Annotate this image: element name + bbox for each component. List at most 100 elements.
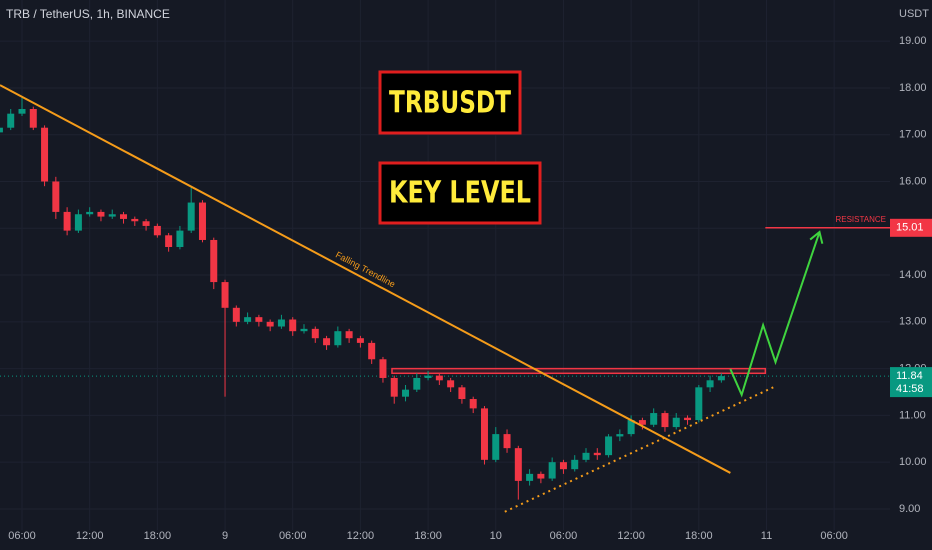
x-tick-label: 12:00: [347, 530, 375, 542]
projection-path: [729, 231, 821, 398]
resistance-label: RESISTANCE: [835, 215, 886, 224]
candle-body: [413, 377, 421, 390]
y-tick-label: 11.00: [899, 409, 926, 421]
candle-body: [345, 331, 353, 339]
candle-body: [661, 413, 669, 428]
candle-body: [593, 452, 601, 456]
candle-body: [605, 436, 613, 456]
candle-body: [458, 387, 466, 400]
candle-body: [300, 328, 308, 332]
candle-body: [548, 462, 556, 479]
candle-body: [232, 307, 240, 322]
countdown-label: 41:58: [896, 383, 924, 395]
candle-body: [221, 282, 229, 308]
candle-body: [717, 376, 725, 381]
candle-body: [187, 202, 195, 231]
candle-body: [334, 331, 342, 346]
y-tick-label: 14.00: [899, 269, 927, 281]
candle-body: [210, 239, 218, 283]
arrow-head: [809, 230, 824, 244]
candle-body: [0, 127, 3, 133]
candle-body: [311, 328, 319, 339]
candle-body: [492, 434, 500, 460]
candle-body: [559, 462, 567, 470]
x-tick-label: 06:00: [279, 530, 307, 542]
key-zone: [391, 367, 767, 375]
candle-body: [447, 380, 455, 388]
candle-body: [86, 211, 94, 215]
candle-body: [266, 321, 274, 327]
candle-body: [695, 387, 703, 421]
x-tick-label: 12:00: [76, 530, 104, 542]
candle-body: [108, 214, 116, 217]
candle-body: [52, 181, 60, 212]
candle-body: [390, 377, 398, 397]
candle-body: [672, 417, 680, 428]
x-tick-label: 06:00: [820, 530, 848, 542]
chart-title: TRB / TetherUS, 1h, BINANCE: [6, 7, 170, 21]
candle-body: [63, 211, 71, 231]
candle-body: [277, 319, 285, 327]
candle-body: [142, 221, 150, 226]
candle-body: [684, 417, 692, 421]
support-trendline: [504, 386, 774, 513]
candle-body: [469, 399, 477, 409]
candle-body: [616, 434, 624, 437]
candle-body: [582, 452, 590, 460]
candle-body: [41, 127, 49, 182]
candle-body: [571, 459, 579, 470]
y-tick-label: 16.00: [899, 175, 927, 187]
candle-body: [7, 113, 15, 128]
candle-body: [402, 389, 410, 397]
candle-body: [706, 380, 714, 388]
candle-body: [368, 342, 376, 360]
candle-body: [29, 108, 37, 128]
title-box: [378, 70, 522, 135]
price-tag-label: 15.01: [896, 222, 924, 234]
candle-body: [650, 413, 658, 425]
candle-body: [627, 420, 635, 435]
x-tick-label: 11: [761, 530, 772, 542]
candle-body: [255, 317, 263, 322]
candle-body: [424, 375, 432, 378]
currency-label: USDT: [899, 8, 929, 20]
price-tag-label: 11.84: [896, 370, 923, 382]
candle-body: [289, 319, 297, 332]
candle-body: [131, 218, 139, 222]
x-tick-label: 9: [222, 530, 228, 542]
y-tick-label: 13.00: [899, 316, 927, 328]
candle-body: [165, 235, 173, 247]
box-text: KEY LEVEL: [389, 176, 531, 211]
candle-body: [379, 359, 387, 378]
candle-body: [97, 211, 105, 217]
y-tick-label: 10.00: [899, 456, 927, 468]
key-level-box: [378, 161, 542, 225]
box-text: TRBUSDT: [389, 86, 511, 121]
candle-body: [480, 408, 488, 460]
candle-body: [244, 317, 252, 322]
candle-body: [74, 214, 82, 231]
x-tick-label: 06:00: [550, 530, 578, 542]
candle-body: [526, 473, 534, 481]
candle-body: [176, 230, 184, 247]
y-tick-label: 9.00: [899, 503, 920, 515]
candle-body: [198, 202, 206, 240]
x-tick-label: 18:00: [144, 530, 172, 542]
x-tick-label: 10: [490, 530, 502, 542]
candle-body: [323, 338, 331, 346]
candle-body: [514, 448, 522, 481]
candle-body: [153, 225, 161, 236]
candle-body: [120, 214, 128, 219]
candle-body: [537, 473, 545, 479]
candle-body: [638, 420, 646, 425]
candle-body: [18, 108, 26, 114]
price-tag: [890, 367, 932, 398]
falling-trendline: [0, 84, 731, 474]
x-tick-label: 12:00: [617, 530, 645, 542]
x-tick-label: 06:00: [8, 530, 36, 542]
candle-body: [356, 338, 364, 343]
candle-body: [435, 375, 443, 381]
y-tick-label: 18.00: [899, 82, 927, 94]
y-tick-label: 17.00: [899, 129, 927, 141]
